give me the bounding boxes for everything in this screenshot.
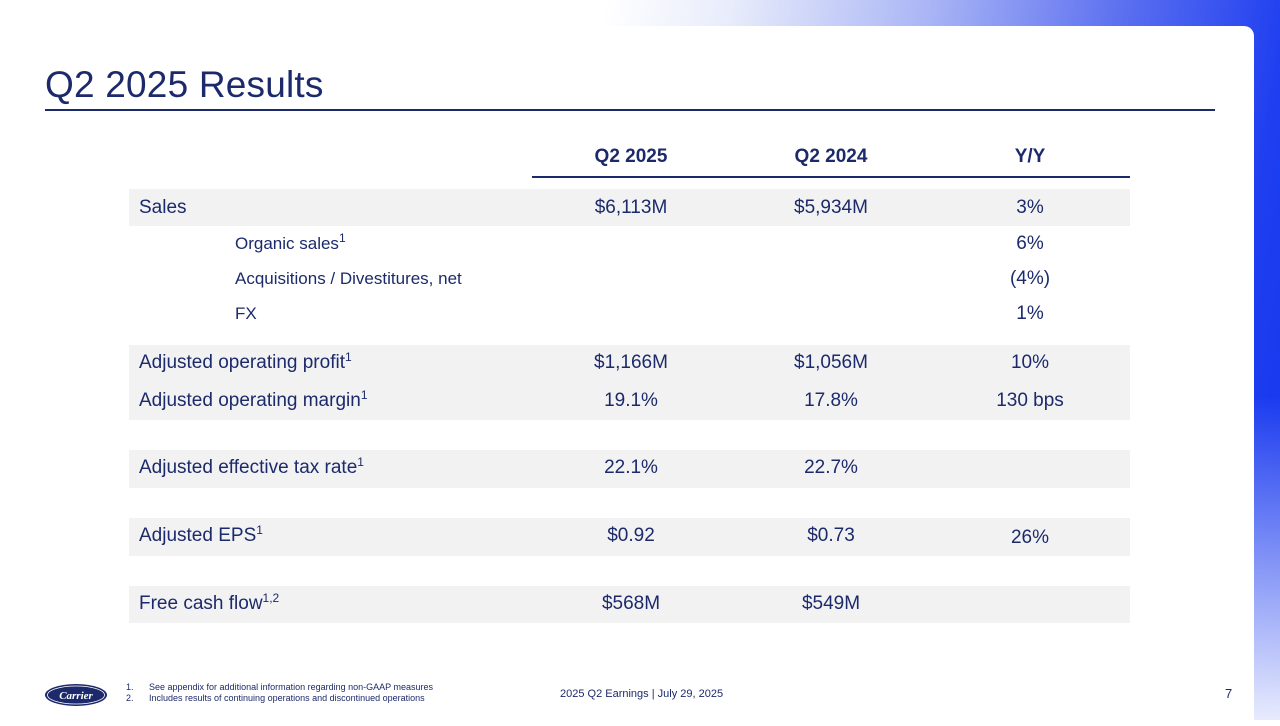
table-row-eps: Adjusted EPS1 $0.92 $0.73 26% (0, 524, 1280, 548)
value-q2-2024: $1,056M (794, 352, 868, 373)
sales-band (129, 189, 1130, 226)
value-yy: 10% (1010, 352, 1050, 373)
value-q2-2025: $0.92 (607, 525, 655, 546)
table-row-acquisitions: Acquisitions / Divestitures, net (4%) (0, 267, 1280, 291)
value-q2-2025: $568M (601, 593, 661, 614)
footnote-2: 2. Includes results of continuing operati… (126, 693, 425, 703)
row-label: Adjusted operating profit1 (139, 350, 352, 373)
eps-band (129, 518, 1130, 556)
table-row-operating-margin: Adjusted operating margin1 19.1% 17.8% 1… (0, 389, 1280, 413)
footnote-1: 1. See appendix for additional informatio… (126, 682, 434, 692)
table-row-tax-rate: Adjusted effective tax rate1 22.1% 22.7% (0, 456, 1280, 480)
value-yy: 130 bps (996, 390, 1064, 411)
column-header-q2-2025: Q2 2025 (594, 146, 668, 167)
row-label: FX (235, 304, 257, 323)
tax-band (129, 450, 1130, 488)
value-q2-2024: $5,934M (794, 197, 868, 218)
row-label: Sales (139, 197, 187, 218)
operating-band (129, 345, 1130, 420)
row-label: Adjusted effective tax rate1 (139, 455, 364, 478)
carrier-logo: Carrier (45, 684, 107, 706)
value-yy: 1% (1016, 303, 1044, 324)
value-q2-2025: 19.1% (604, 390, 658, 411)
row-label: Adjusted EPS1 (139, 523, 263, 546)
value-q2-2025: $1,166M (594, 352, 668, 373)
row-label: Acquisitions / Divestitures, net (235, 269, 462, 288)
row-label: Free cash flow1,2 (139, 591, 280, 614)
table-row-fx: FX 1% (0, 302, 1280, 326)
value-q2-2024: 17.8% (804, 390, 858, 411)
footnotes: 1. See appendix for additional informatio… (126, 682, 433, 704)
value-q2-2025: $6,113M (594, 197, 668, 218)
value-yy: 26% (1010, 527, 1050, 548)
row-label: Adjusted operating margin1 (139, 388, 368, 411)
value-yy: (4%) (1009, 268, 1051, 289)
column-header-yy: Y/Y (1014, 146, 1046, 167)
table-row-organic-sales: Organic sales1 6% (0, 232, 1280, 256)
row-label: Organic sales1 (235, 231, 346, 253)
table-row-sales: Sales $6,113M $5,934M 3% (0, 196, 1280, 220)
value-yy: 6% (1016, 233, 1044, 254)
slide-title: Q2 2025 Results (45, 64, 324, 105)
header-rule (532, 176, 1130, 178)
table-row-free-cash-flow: Free cash flow1,2 $568M $549M (0, 592, 1280, 616)
column-header-q2-2024: Q2 2024 (794, 146, 868, 167)
fcf-band (129, 586, 1130, 623)
value-q2-2024: $549M (801, 593, 861, 614)
title-underline (45, 109, 1215, 111)
value-q2-2025: 22.1% (604, 457, 658, 478)
value-yy: 3% (1016, 197, 1044, 218)
value-q2-2024: $0.73 (807, 525, 855, 546)
footer-event-date: 2025 Q2 Earnings | July 29, 2025 (560, 688, 724, 700)
table-row-operating-profit: Adjusted operating profit1 $1,166M $1,05… (0, 351, 1280, 375)
value-q2-2024: 22.7% (804, 457, 858, 478)
page-number: 7 (1225, 686, 1233, 701)
logo-text: Carrier (59, 690, 93, 702)
